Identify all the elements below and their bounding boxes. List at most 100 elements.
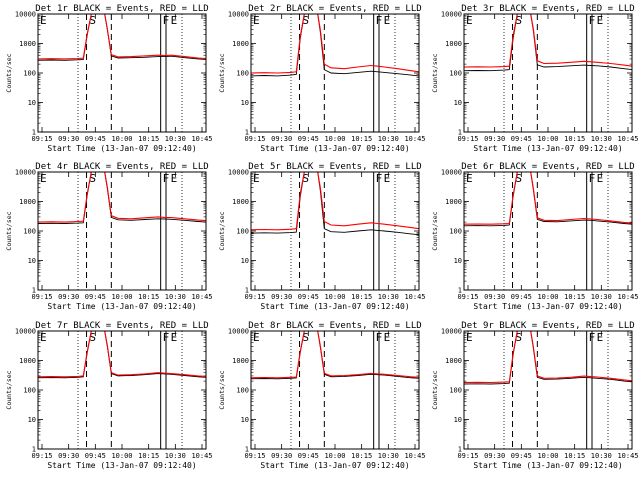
x-tick-label: 09:15 xyxy=(457,135,478,143)
panel-title: Det 5r BLACK = Events, RED = LLD xyxy=(248,162,421,172)
x-tick-label: 10:00 xyxy=(537,135,558,143)
x-tick-label: 10:30 xyxy=(378,135,399,143)
panel-title: Det 8r BLACK = Events, RED = LLD xyxy=(248,321,421,331)
lld-series-line xyxy=(250,13,420,74)
interval-marker-label: E xyxy=(40,331,47,344)
interval-marker-label: E xyxy=(384,331,391,344)
y-axis-label: Counts/sec xyxy=(5,370,13,409)
y-tick-label: 100 xyxy=(23,228,36,236)
y-tick-label: 10 xyxy=(241,416,249,424)
y-tick-label: 100 xyxy=(23,70,36,78)
detector-panel: Det 9r BLACK = Events, RED = LLD Counts/s… xyxy=(431,321,639,470)
x-tick-label: 09:15 xyxy=(31,135,52,143)
interval-marker-label: S xyxy=(302,331,309,344)
x-tick-label: 10:45 xyxy=(617,135,638,143)
x-tick-label: 10:30 xyxy=(591,293,612,301)
y-tick-label: 1 xyxy=(32,446,36,454)
panel-title: Det 2r BLACK = Events, RED = LLD xyxy=(248,4,421,14)
interval-marker-label: F xyxy=(163,331,170,344)
x-tick-label: 10:30 xyxy=(378,293,399,301)
y-tick-label: 10000 xyxy=(228,169,249,177)
interval-marker-label: E xyxy=(466,172,473,185)
detector-panel: Det 6r BLACK = Events, RED = LLD Counts/s… xyxy=(431,162,639,311)
interval-marker-label: S xyxy=(89,331,96,344)
y-tick-label: 1000 xyxy=(19,357,36,365)
y-tick-label: 1000 xyxy=(445,198,462,206)
panel-title: Det 1r BLACK = Events, RED = LLD xyxy=(35,4,208,14)
y-tick-label: 1000 xyxy=(19,198,36,206)
x-tick-label: 10:30 xyxy=(165,452,186,460)
y-axis-label: Counts/sec xyxy=(431,211,439,250)
events-series-line xyxy=(37,330,207,379)
x-tick-label: 10:00 xyxy=(537,293,558,301)
panel-title: Det 3r BLACK = Events, RED = LLD xyxy=(461,4,634,14)
y-axis-label: Counts/sec xyxy=(218,53,226,92)
x-tick-label: 10:15 xyxy=(564,293,585,301)
detector-panel: Det 4r BLACK = Events, RED = LLD Counts/s… xyxy=(5,162,213,311)
lld-series-line xyxy=(250,330,420,379)
y-axis-label: Counts/sec xyxy=(5,53,13,92)
y-axis-label: Counts/sec xyxy=(5,211,13,250)
y-tick-label: 100 xyxy=(236,228,249,236)
interval-marker-label: F xyxy=(589,14,596,27)
x-tick-label: 09:15 xyxy=(244,293,265,301)
panel-title: Det 9r BLACK = Events, RED = LLD xyxy=(461,321,634,331)
interval-marker-label: E xyxy=(466,331,473,344)
y-tick-label: 10 xyxy=(241,257,249,265)
interval-marker-label: E xyxy=(384,172,391,185)
interval-marker-label: E xyxy=(171,331,178,344)
x-tick-label: 10:15 xyxy=(138,293,159,301)
y-tick-label: 1000 xyxy=(445,40,462,48)
detector-panel: Det 5r BLACK = Events, RED = LLD Counts/s… xyxy=(218,162,426,311)
interval-marker-label: E xyxy=(40,172,47,185)
y-tick-label: 100 xyxy=(449,387,462,395)
plot-frame xyxy=(463,13,633,133)
y-tick-label: 100 xyxy=(236,70,249,78)
panel-title: Det 6r BLACK = Events, RED = LLD xyxy=(461,162,634,172)
interval-marker-label: E xyxy=(171,14,178,27)
interval-marker-label: S xyxy=(515,172,522,185)
interval-marker-label: F xyxy=(163,14,170,27)
events-series-line xyxy=(37,171,207,224)
y-tick-label: 10000 xyxy=(441,169,462,177)
x-tick-label: 09:45 xyxy=(85,135,106,143)
x-tick-label: 09:45 xyxy=(511,452,532,460)
x-tick-label: 09:15 xyxy=(244,135,265,143)
y-tick-label: 10000 xyxy=(228,11,249,19)
y-tick-label: 1 xyxy=(458,129,462,137)
x-axis-label: Start Time (13-Jan-07 09:12:40) xyxy=(47,144,196,153)
lld-series-line xyxy=(250,171,420,231)
x-tick-label: 10:00 xyxy=(324,135,345,143)
x-tick-label: 10:00 xyxy=(324,293,345,301)
events-series-line xyxy=(250,330,420,380)
y-tick-label: 1 xyxy=(245,129,249,137)
x-axis-label: Start Time (13-Jan-07 09:12:40) xyxy=(473,144,622,153)
y-tick-label: 10 xyxy=(28,257,36,265)
detector-panel: Det 3r BLACK = Events, RED = LLD Counts/s… xyxy=(431,4,639,153)
y-tick-label: 1000 xyxy=(232,357,249,365)
y-tick-label: 10000 xyxy=(441,328,462,336)
interval-marker-label: E xyxy=(253,172,260,185)
x-tick-label: 10:15 xyxy=(564,135,585,143)
y-tick-label: 10 xyxy=(28,99,36,107)
y-tick-label: 1000 xyxy=(232,40,249,48)
interval-marker-label: F xyxy=(376,331,383,344)
lld-series-line xyxy=(37,171,207,223)
events-series-line xyxy=(463,330,633,385)
x-tick-label: 10:15 xyxy=(351,452,372,460)
x-tick-label: 09:45 xyxy=(298,293,319,301)
x-tick-label: 10:15 xyxy=(138,452,159,460)
events-series-line xyxy=(250,13,420,77)
x-tick-label: 09:45 xyxy=(511,135,532,143)
x-axis-label: Start Time (13-Jan-07 09:12:40) xyxy=(260,302,409,311)
interval-marker-label: E xyxy=(384,14,391,27)
plot-frame xyxy=(463,330,633,450)
x-axis-label: Start Time (13-Jan-07 09:12:40) xyxy=(47,302,196,311)
y-tick-label: 1 xyxy=(32,287,36,295)
y-tick-label: 100 xyxy=(449,70,462,78)
x-axis-label: Start Time (13-Jan-07 09:12:40) xyxy=(260,144,409,153)
detector-panel: Det 2r BLACK = Events, RED = LLD Counts/s… xyxy=(218,4,426,153)
plot-frame xyxy=(250,13,420,133)
x-tick-label: 10:45 xyxy=(191,452,212,460)
